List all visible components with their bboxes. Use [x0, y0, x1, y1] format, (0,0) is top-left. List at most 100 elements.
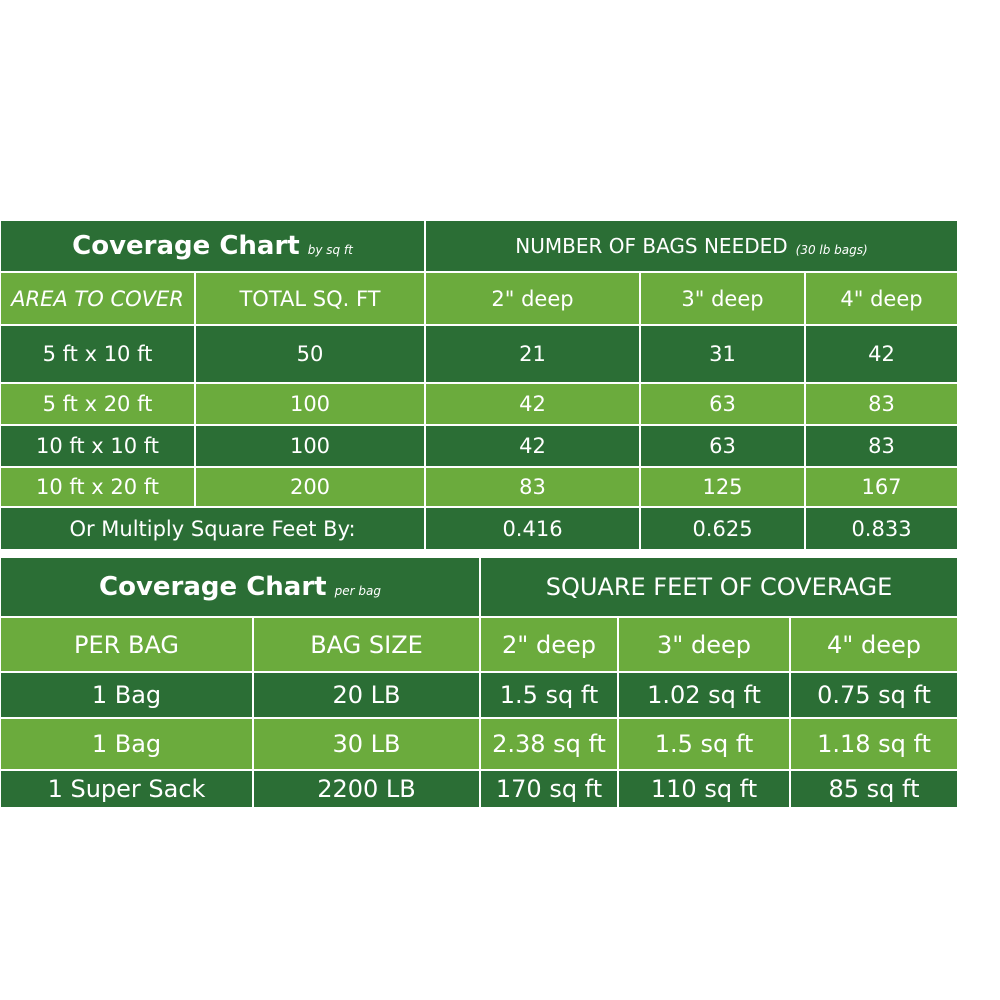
- table-cell: 63: [640, 383, 805, 425]
- cell-text: 1 Bag: [91, 681, 162, 709]
- cell-text: TOTAL SQ. FT: [239, 286, 381, 311]
- cell-text: 3" deep: [657, 630, 751, 659]
- cell-text: 1.5 sq ft: [499, 681, 599, 709]
- cell-text: 50: [296, 342, 324, 366]
- cell-text: 85 sq ft: [828, 775, 920, 803]
- footer-label: Or Multiply Square Feet By:: [0, 507, 425, 550]
- cell-text: 2" deep: [502, 630, 596, 659]
- cell-text: 3" deep: [681, 286, 764, 311]
- group-header: NUMBER OF BAGS NEEDED (30 lb bags): [425, 220, 958, 272]
- cell-text: 200: [289, 475, 331, 499]
- cell-text: 1.18 sq ft: [817, 730, 931, 758]
- table-cell: 42: [805, 325, 958, 383]
- cell-text: 4" deep: [827, 630, 921, 659]
- group-header: SQUARE FEET OF COVERAGE: [480, 557, 958, 617]
- cell-text: 2.38 sq ft: [492, 730, 606, 758]
- cell-text: Coverage Chart: [99, 572, 327, 602]
- cell-text: SQUARE FEET OF COVERAGE: [545, 573, 893, 601]
- table-cell: 5 ft x 10 ft: [0, 325, 195, 383]
- cell-text: 83: [519, 475, 546, 499]
- footer-value: 0.416: [425, 507, 640, 550]
- table-cell: 100: [195, 383, 425, 425]
- cell-text: 1.02 sq ft: [647, 681, 761, 709]
- column-header: BAG SIZE: [253, 617, 480, 672]
- table-cell: 83: [805, 425, 958, 467]
- cell-text: 83: [868, 434, 895, 458]
- cell-text: by sq ft: [307, 243, 353, 257]
- table-cell: 167: [805, 467, 958, 507]
- cell-text: 167: [861, 475, 902, 499]
- cell-text: 83: [868, 392, 895, 416]
- table-cell: 10 ft x 20 ft: [0, 467, 195, 507]
- column-header: TOTAL SQ. FT: [195, 272, 425, 325]
- cell-text: Or Multiply Square Feet By:: [69, 516, 356, 541]
- cell-text: BAG SIZE: [310, 630, 423, 659]
- cell-text: 1 Super Sack: [47, 775, 206, 803]
- table-cell: 10 ft x 10 ft: [0, 425, 195, 467]
- table-cell: 1.18 sq ft: [790, 718, 958, 770]
- footer-value: 0.625: [640, 507, 805, 550]
- table-cell: 2200 LB: [253, 770, 480, 808]
- table-cell: 1.5 sq ft: [618, 718, 790, 770]
- cell-text: 0.416: [502, 516, 563, 541]
- column-header: 4" deep: [805, 272, 958, 325]
- column-header: 2" deep: [425, 272, 640, 325]
- table-cell: 170 sq ft: [480, 770, 618, 808]
- cell-text: (30 lb bags): [795, 243, 868, 257]
- column-header: 2" deep: [480, 617, 618, 672]
- cell-text: 10 ft x 20 ft: [35, 475, 160, 499]
- cell-text: 30 LB: [332, 730, 401, 758]
- cell-text: 4" deep: [840, 286, 923, 311]
- table-cell: 125: [640, 467, 805, 507]
- cell-text: 2" deep: [491, 286, 574, 311]
- table-cell: 5 ft x 20 ft: [0, 383, 195, 425]
- cell-text: 2200 LB: [317, 775, 416, 803]
- cell-text: 100: [289, 434, 331, 458]
- table-cell: 1.5 sq ft: [480, 672, 618, 718]
- cell-text: 110 sq ft: [650, 775, 758, 803]
- table-cell: 83: [425, 467, 640, 507]
- cell-text: 31: [709, 342, 736, 366]
- cell-text: Coverage Chart: [72, 231, 300, 261]
- cell-text: 42: [868, 342, 895, 366]
- cell-text: 1 Bag: [91, 730, 162, 758]
- cell-text: AREA TO COVER: [11, 286, 184, 311]
- column-header: 3" deep: [618, 617, 790, 672]
- table-cell: 63: [640, 425, 805, 467]
- table-cell: 85 sq ft: [790, 770, 958, 808]
- cell-text: 1.5 sq ft: [654, 730, 754, 758]
- column-header: 4" deep: [790, 617, 958, 672]
- table-cell: 83: [805, 383, 958, 425]
- table-title: Coverage Chart by sq ft: [0, 220, 425, 272]
- cell-text: 20 LB: [332, 681, 401, 709]
- cell-text: 100: [289, 392, 331, 416]
- cell-text: 125: [702, 475, 743, 499]
- table-cell: 2.38 sq ft: [480, 718, 618, 770]
- cell-text: 42: [519, 434, 546, 458]
- cell-text: 0.75 sq ft: [817, 681, 931, 709]
- cell-text: 0.833: [851, 516, 912, 541]
- table-cell: 1 Bag: [0, 672, 253, 718]
- cell-text: 0.625: [692, 516, 753, 541]
- table-cell: 42: [425, 425, 640, 467]
- table-cell: 110 sq ft: [618, 770, 790, 808]
- footer-value: 0.833: [805, 507, 958, 550]
- cell-text: 170 sq ft: [495, 775, 603, 803]
- table-cell: 20 LB: [253, 672, 480, 718]
- cell-text: 21: [519, 342, 546, 366]
- table-cell: 0.75 sq ft: [790, 672, 958, 718]
- cell-text: 5 ft x 10 ft: [42, 342, 153, 366]
- cell-text: 5 ft x 20 ft: [42, 392, 153, 416]
- cell-text: 10 ft x 10 ft: [35, 434, 160, 458]
- cell-text: PER BAG: [74, 630, 179, 659]
- cell-text: per bag: [334, 584, 381, 598]
- table-cell: 1.02 sq ft: [618, 672, 790, 718]
- table-cell: 1 Bag: [0, 718, 253, 770]
- table-cell: 30 LB: [253, 718, 480, 770]
- table-cell: 50: [195, 325, 425, 383]
- cell-text: 63: [709, 434, 736, 458]
- cell-text: NUMBER OF BAGS NEEDED: [515, 234, 788, 258]
- table-cell: 1 Super Sack: [0, 770, 253, 808]
- cell-text: 63: [709, 392, 736, 416]
